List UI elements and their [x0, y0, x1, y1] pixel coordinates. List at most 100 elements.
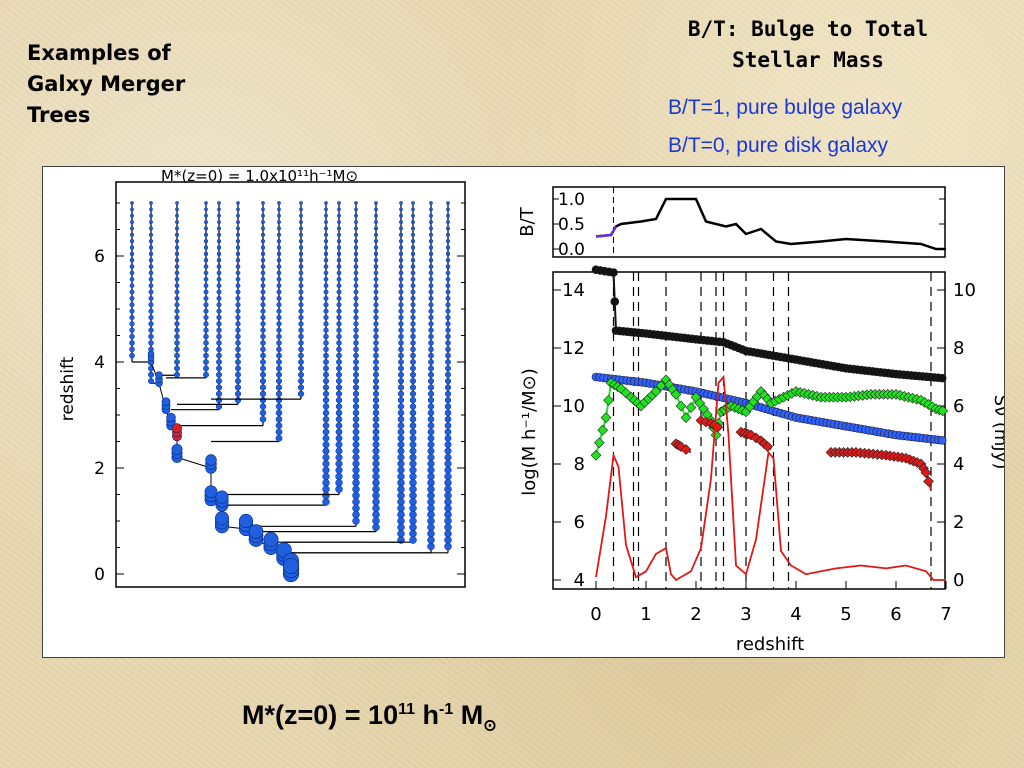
- tree-node: [398, 264, 404, 269]
- tree-node: [372, 441, 380, 449]
- gas-mass-marker: [593, 437, 605, 449]
- tree-node: [215, 403, 223, 410]
- tree-main-node: [282, 557, 300, 575]
- gas-mass-marker: [670, 389, 682, 400]
- tree-node: [397, 415, 405, 423]
- tree-node: [216, 232, 222, 237]
- gas-mass-marker: [685, 402, 697, 413]
- tree-node: [353, 295, 359, 301]
- tree-node: [353, 245, 359, 250]
- tree-node: [130, 213, 134, 218]
- tree-node: [298, 346, 304, 353]
- tree-node: [323, 295, 329, 301]
- tree-node: [399, 213, 403, 218]
- tree-node: [260, 359, 266, 365]
- tree-node: [216, 327, 222, 333]
- tree-node: [397, 441, 405, 449]
- tree-node: [372, 460, 380, 468]
- tree-ytick-label: 0: [94, 565, 105, 585]
- tree-ytick-label: 2: [94, 459, 105, 479]
- tree-node: [277, 220, 281, 225]
- tree-node: [410, 258, 416, 263]
- tree-node: [336, 302, 342, 308]
- tree-node: [352, 479, 360, 487]
- tree-node: [335, 415, 343, 423]
- tree-node: [260, 352, 266, 359]
- tree-node: [373, 245, 379, 250]
- tree-node: [203, 270, 209, 276]
- tree-node: [260, 321, 266, 327]
- tree-node: [235, 276, 241, 282]
- tree-node: [372, 517, 380, 525]
- tree-node: [323, 302, 329, 308]
- tree-node: [298, 289, 304, 295]
- tree-node: [203, 264, 209, 269]
- tree-node: [444, 517, 452, 525]
- tree-node: [298, 295, 304, 301]
- tree-node: [203, 251, 209, 257]
- tree-node: [276, 359, 282, 365]
- tree-node: [276, 321, 282, 327]
- tree-node: [444, 378, 452, 385]
- tree-node: [336, 283, 342, 289]
- tree-node: [427, 453, 435, 461]
- tree-node: [409, 434, 417, 442]
- tree-node: [445, 251, 451, 257]
- tree-node: [427, 409, 435, 417]
- tree-node: [372, 453, 380, 461]
- tree-node: [397, 504, 405, 513]
- tree-node: [276, 314, 282, 321]
- tree-node: [148, 270, 154, 276]
- main-xtick-label: 6: [890, 604, 901, 625]
- tree-node: [372, 415, 380, 423]
- tree-node: [335, 460, 343, 468]
- tree-node: [323, 283, 329, 289]
- tree-node: [372, 472, 380, 481]
- tree-node: [429, 213, 433, 218]
- tree-node: [428, 333, 434, 340]
- footer-m: M: [242, 700, 265, 730]
- tree-node: [444, 409, 452, 417]
- tree-node: [298, 232, 304, 237]
- footer-h: h: [415, 700, 440, 730]
- tree-node: [324, 201, 328, 205]
- tree-node: [174, 264, 180, 269]
- tree-node: [427, 428, 435, 436]
- tree-node: [445, 276, 451, 282]
- tree-node: [398, 321, 404, 327]
- tree-node: [322, 378, 330, 385]
- tree-node: [446, 201, 450, 205]
- tree-node: [236, 220, 240, 225]
- tree-node: [444, 485, 452, 493]
- tree-node: [352, 409, 360, 417]
- tree-node: [428, 264, 434, 269]
- tree-node: [336, 352, 342, 359]
- tree-node: [428, 245, 434, 250]
- tree-node: [236, 201, 240, 205]
- tree-node: [129, 340, 135, 346]
- tree-node: [129, 295, 135, 301]
- tree-node: [444, 434, 452, 442]
- tree-node: [149, 220, 153, 225]
- tree-node: [409, 536, 417, 544]
- tree-node: [410, 333, 416, 340]
- tree-node: [215, 378, 223, 385]
- tree-node: [322, 441, 330, 449]
- tree-node: [215, 397, 223, 404]
- tree-node: [372, 523, 380, 532]
- tree-node: [235, 245, 241, 250]
- tree-node: [427, 542, 435, 551]
- tree-node: [203, 365, 209, 372]
- tree-node: [337, 201, 341, 205]
- tree-node: [298, 264, 304, 269]
- tree-node: [445, 239, 451, 244]
- tree-node: [397, 384, 405, 391]
- tree-node: [217, 207, 221, 212]
- tree-node: [216, 295, 222, 301]
- tree-node: [444, 523, 452, 532]
- gas-mass-marker: [590, 449, 602, 461]
- tree-node: [335, 428, 343, 436]
- tree-node: [148, 308, 154, 314]
- tree-node: [275, 434, 283, 442]
- tree-node: [397, 460, 405, 468]
